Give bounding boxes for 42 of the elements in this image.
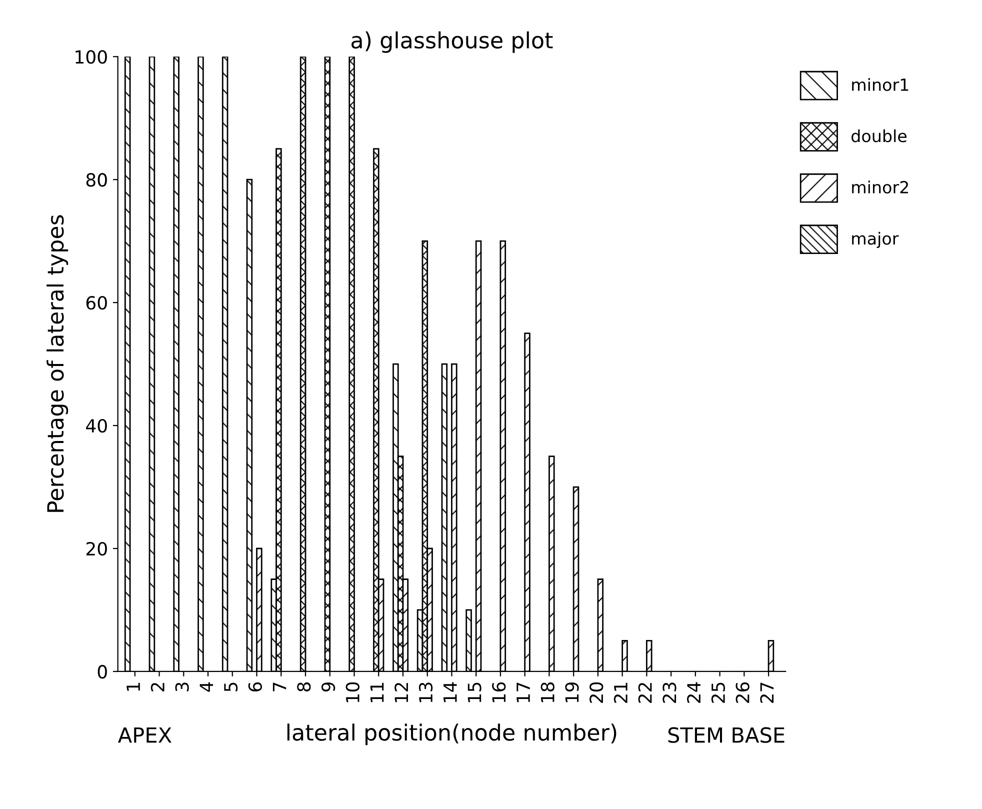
x-tick-label: 16 bbox=[492, 682, 506, 702]
y-tick-label: 100 bbox=[76, 50, 107, 64]
x-tick-label: 8 bbox=[297, 682, 311, 692]
y-tick-label: 80 bbox=[86, 173, 107, 187]
x-tick-label: 25 bbox=[711, 682, 726, 703]
x-tick-label: 17 bbox=[516, 682, 530, 702]
x-tick-label: 3 bbox=[175, 682, 189, 692]
legend-label: major bbox=[852, 232, 899, 248]
x-tick-label: 22 bbox=[638, 683, 652, 703]
x-tick-label: 13 bbox=[418, 682, 433, 702]
x-tick-label: 21 bbox=[614, 682, 628, 703]
y-axis-title: Percentage of lateral types bbox=[46, 215, 68, 512]
x-tick-label: 12 bbox=[394, 683, 408, 702]
y-tick-label: 0 bbox=[98, 664, 107, 679]
x-tick-label: 1 bbox=[126, 682, 140, 691]
legend-label: double bbox=[852, 129, 907, 142]
x-tick-label: 4 bbox=[200, 682, 213, 692]
x-tick-label: 11 bbox=[370, 682, 384, 702]
x-tick-label: 5 bbox=[224, 682, 238, 692]
y-tick-label: 60 bbox=[86, 296, 107, 310]
x-tick-label: 26 bbox=[736, 682, 750, 703]
x-axis-title: lateral position(node number) bbox=[287, 724, 616, 746]
x-tick-label: 20 bbox=[590, 682, 604, 703]
x-tick-label: 15 bbox=[468, 682, 482, 702]
x-tick-label: 9 bbox=[321, 682, 336, 692]
x-tick-label: 6 bbox=[248, 682, 262, 692]
x-tick-label: 14 bbox=[444, 682, 457, 702]
x-tick-label: 19 bbox=[565, 682, 579, 702]
x-tick-label: 7 bbox=[272, 682, 286, 692]
text: STEM BASE bbox=[668, 727, 784, 743]
x-tick-label: 23 bbox=[662, 682, 676, 703]
x-tick-label: 10 bbox=[346, 682, 360, 702]
x-tick-label: 27 bbox=[760, 682, 774, 703]
y-tick-label: 40 bbox=[86, 418, 107, 433]
legend-label: minor2 bbox=[852, 180, 908, 194]
legend-label: minor1 bbox=[852, 78, 908, 92]
x-tick-label: 2 bbox=[150, 683, 164, 692]
x-tick-label: 18 bbox=[540, 682, 554, 702]
x-tick-label: 24 bbox=[687, 682, 700, 703]
y-tick-label: 20 bbox=[86, 542, 107, 556]
chart-title: a) glasshouse plot bbox=[352, 31, 553, 53]
text: APEX bbox=[118, 727, 172, 743]
